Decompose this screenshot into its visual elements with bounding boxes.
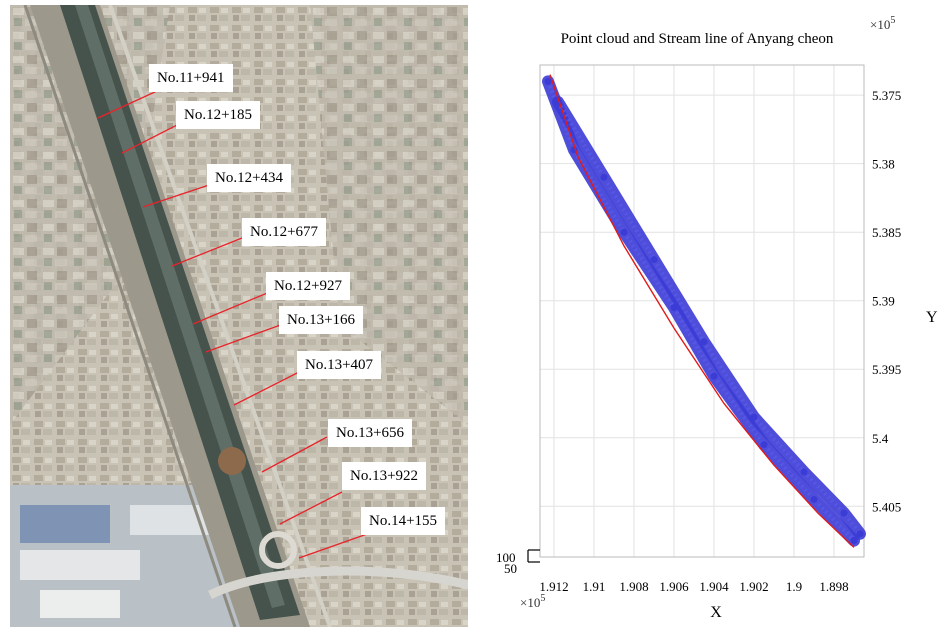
point-cloud-point	[800, 468, 808, 476]
section-label: No.14+155	[361, 507, 446, 535]
point-cloud-point	[620, 228, 628, 236]
section-label: No.13+656	[328, 419, 413, 447]
y-tick-label: 5.395	[872, 362, 901, 377]
section-label: No.12+677	[242, 218, 327, 246]
section-line-12-185	[121, 121, 184, 154]
x-tick-label: 1.908	[619, 579, 648, 594]
section-label: No.12+185	[176, 101, 261, 129]
photo-highway	[108, 5, 332, 627]
section-label: No.11+941	[149, 64, 233, 92]
grid	[540, 65, 864, 557]
point-cloud-point	[544, 77, 552, 85]
section-label: No.12+434	[207, 164, 292, 192]
chart-canvas: Point cloud and Stream line of Anyang ch…	[496, 15, 938, 621]
section-line-13-407	[233, 368, 306, 406]
z-tick-label: 50	[504, 561, 517, 576]
y-tick-label: 5.385	[872, 225, 901, 240]
chart-title: Point cloud and Stream line of Anyang ch…	[561, 31, 834, 47]
point-cloud-point	[710, 372, 718, 380]
y-axis-label: Y	[926, 309, 938, 326]
y-exponent-label: ×105	[870, 15, 895, 32]
plot-area-frame	[539, 64, 865, 558]
section-line-11-941	[97, 90, 158, 119]
point-cloud-point	[650, 256, 658, 264]
x-tick-label: 1.898	[819, 579, 848, 594]
section-lines	[97, 90, 371, 559]
point-cloud-point	[700, 338, 708, 346]
photo-stadium	[218, 447, 246, 475]
y-tick-label: 5.38	[872, 157, 895, 172]
point-cloud-point	[850, 537, 858, 545]
point-cloud-chart: Point cloud and Stream line of Anyang ch…	[470, 0, 952, 637]
x-tick-label: 1.9	[786, 579, 802, 594]
section-label: No.12+927	[266, 272, 351, 300]
photo-overpass	[207, 566, 468, 600]
photo-building-white-1	[20, 550, 140, 580]
x-exponent-label: ×105	[520, 593, 545, 610]
x-tick-label: 1.91	[583, 579, 606, 594]
point-cloud-point	[600, 173, 608, 181]
section-line-13-166	[205, 322, 287, 353]
y-tick-label: 5.4	[872, 431, 889, 446]
x-tick-label: 1.902	[739, 579, 768, 594]
y-tick-labels: 5.375 5.38 5.385 5.39 5.395 5.4 5.405	[872, 88, 901, 514]
photo-building-blue-1	[20, 505, 110, 543]
y-tick-label: 5.375	[872, 88, 901, 103]
y-tick-label: 5.405	[872, 499, 901, 514]
y-exponent-base: ×10	[870, 17, 890, 32]
section-line-12-927	[192, 290, 273, 325]
point-cloud-point	[840, 509, 848, 517]
point-cloud-points	[542, 75, 866, 547]
aerial-photo: No.11+941 No.12+185 No.12+434 No.12+677 …	[10, 5, 468, 627]
point-cloud-band	[552, 96, 866, 540]
photo-building-white-2	[40, 590, 120, 618]
x-tick-label: 1.904	[699, 579, 729, 594]
section-line-14-155	[298, 532, 371, 559]
y-tick-label: 5.39	[872, 294, 895, 309]
stream-line	[549, 74, 855, 548]
section-line-13-656	[261, 436, 328, 473]
photo-rail-line	[23, 5, 237, 627]
z-axis-fragment: 100 50	[496, 549, 540, 576]
point-cloud-point	[760, 441, 768, 449]
section-label: No.13+166	[279, 306, 364, 334]
section-line-12-677	[171, 237, 243, 267]
x-exponent-power: 5	[540, 593, 545, 604]
section-label: No.13+407	[297, 351, 382, 379]
stream-lines	[549, 74, 855, 548]
point-cloud-point	[856, 530, 864, 538]
section-label: No.13+922	[342, 462, 427, 490]
point-cloud-texture	[546, 80, 856, 542]
x-tick-labels: 1.912 1.91 1.908 1.906 1.904 1.902 1.9 1.898	[539, 579, 848, 594]
x-axis-label: X	[710, 604, 722, 621]
point-cloud-texture	[556, 100, 862, 535]
point-cloud-point	[750, 413, 758, 421]
section-line-12-434	[142, 182, 216, 208]
y-exponent-power: 5	[890, 15, 895, 26]
x-exponent-base: ×10	[520, 595, 540, 610]
point-cloud-point	[810, 495, 818, 503]
x-tick-label: 1.906	[659, 579, 689, 594]
section-line-13-922	[279, 491, 343, 525]
photo-interchange	[259, 531, 297, 569]
z-tick-label: 100	[496, 550, 516, 565]
x-tick-label: 1.912	[539, 579, 568, 594]
